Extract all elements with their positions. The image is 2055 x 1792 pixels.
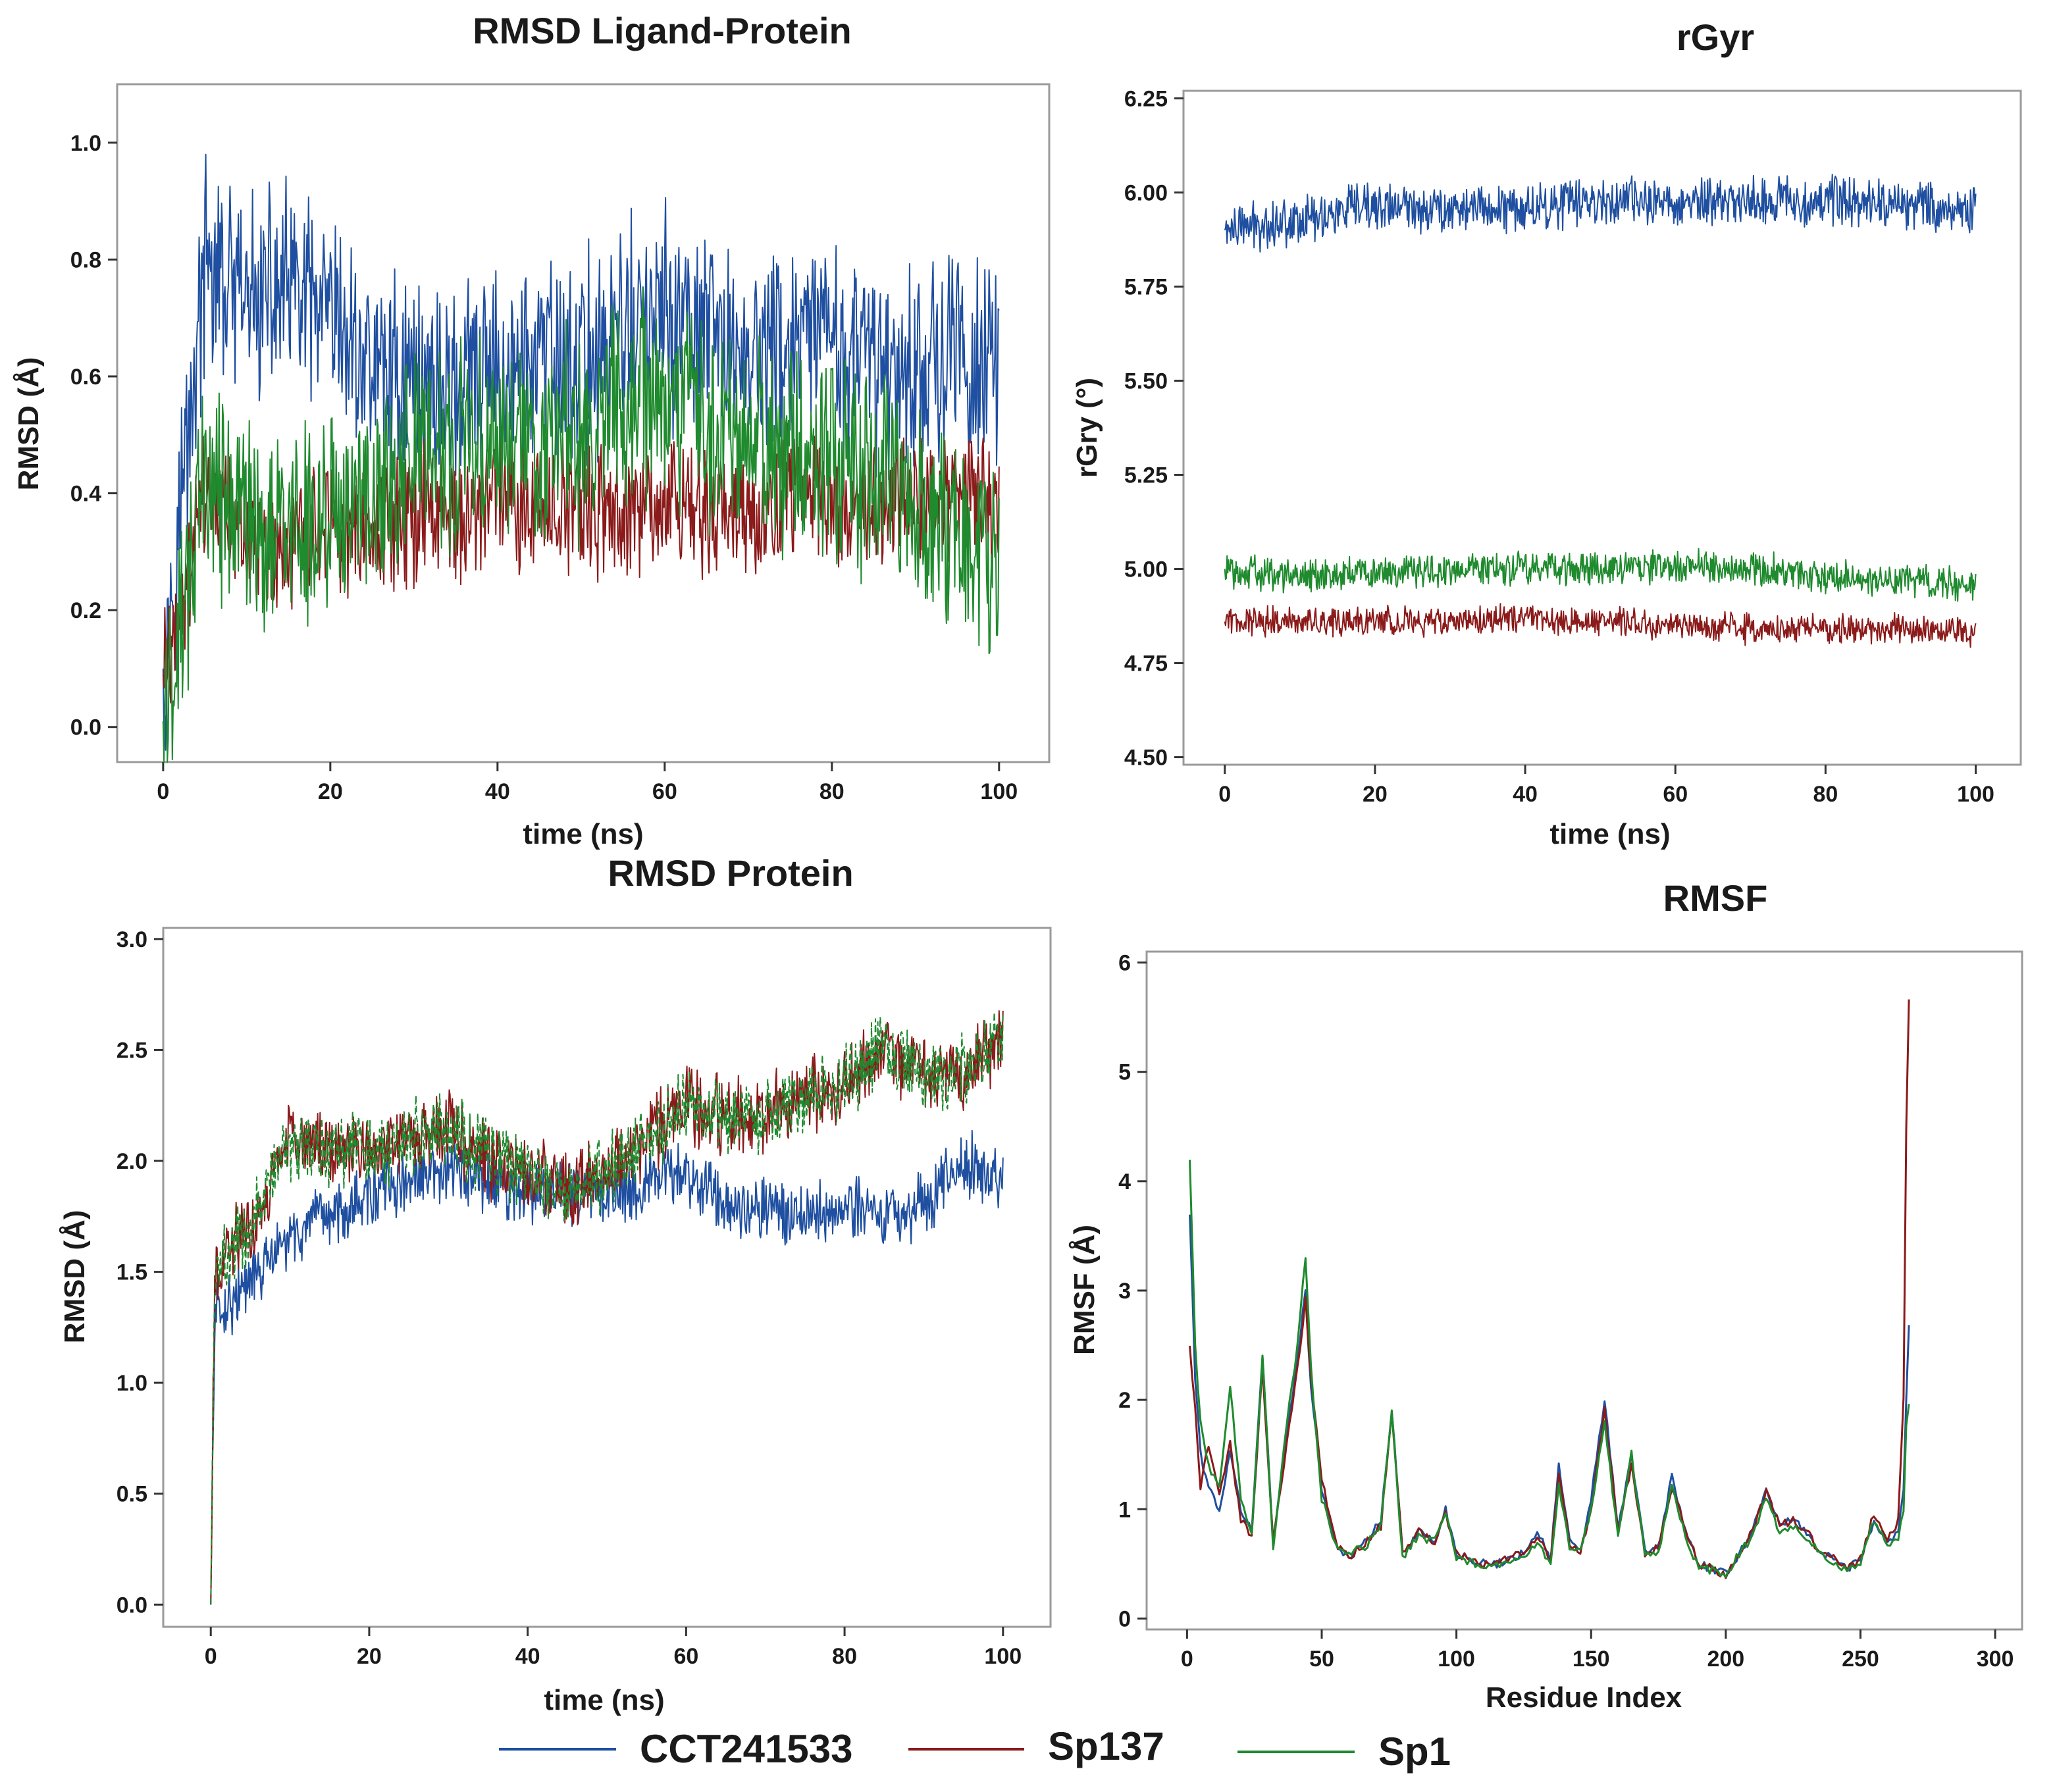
y-tick-label: 6.25 bbox=[1124, 86, 1168, 111]
y-tick-label: 5.75 bbox=[1124, 274, 1168, 299]
x-tick-label: 100 bbox=[980, 779, 1018, 804]
y-tick-label: 0.5 bbox=[117, 1482, 147, 1507]
y-tick-label: 2 bbox=[1118, 1388, 1131, 1413]
y-axis-label-rgyr: rGry (°) bbox=[1071, 378, 1103, 478]
y-tick-label: 0.6 bbox=[70, 365, 101, 390]
y-tick-label: 4 bbox=[1118, 1169, 1131, 1194]
x-tick-label: 40 bbox=[485, 779, 510, 804]
y-tick-label: 5.50 bbox=[1124, 369, 1168, 394]
x-tick-label: 100 bbox=[1438, 1647, 1475, 1672]
y-tick-label: 1 bbox=[1118, 1497, 1131, 1522]
legend-label-cct241533: CCT241533 bbox=[640, 1727, 853, 1771]
y-tick-label: 1.0 bbox=[70, 131, 101, 156]
series-line-rmsd-ligand-cct241533 bbox=[162, 153, 1000, 751]
y-tick-label: 1.0 bbox=[117, 1371, 147, 1396]
legend-label-sp1: Sp1 bbox=[1378, 1729, 1451, 1774]
y-axis-label-rmsf: RMSF (Å) bbox=[1068, 1225, 1101, 1355]
series-line-rgyr-cct241533 bbox=[1224, 174, 1977, 253]
x-tick-label: 20 bbox=[318, 779, 343, 804]
y-tick-label: 0.8 bbox=[70, 247, 101, 272]
x-tick-label: 300 bbox=[1977, 1647, 2014, 1672]
x-tick-label: 100 bbox=[984, 1644, 1022, 1669]
y-tick-label: 3 bbox=[1118, 1279, 1131, 1304]
x-tick-label: 20 bbox=[1363, 782, 1388, 807]
x-axis-label-rmsd-ligand: time (ns) bbox=[523, 818, 643, 850]
chart-title-rmsf: RMSF bbox=[1663, 877, 1768, 919]
x-tick-label: 200 bbox=[1707, 1647, 1744, 1672]
x-tick-label: 0 bbox=[205, 1644, 217, 1669]
series-line-rmsd-protein-sp1 bbox=[210, 1011, 1004, 1605]
x-tick-label: 0 bbox=[1218, 782, 1231, 807]
y-axis-label-rmsd-ligand: RMSD (Å) bbox=[13, 357, 45, 491]
legend: CCT241533 Sp137 Sp1 bbox=[499, 1724, 1451, 1774]
x-tick-label: 20 bbox=[357, 1644, 382, 1669]
y-tick-label: 5.00 bbox=[1124, 557, 1168, 582]
y-axis-label-rmsd-protein: RMSD (Å) bbox=[59, 1210, 91, 1344]
x-tick-label: 0 bbox=[157, 779, 169, 804]
x-tick-label: 0 bbox=[1181, 1647, 1193, 1672]
y-tick-label: 0.4 bbox=[70, 482, 101, 507]
x-tick-label: 40 bbox=[515, 1644, 540, 1669]
y-tick-label: 4.50 bbox=[1124, 746, 1168, 771]
x-tick-label: 60 bbox=[673, 1644, 698, 1669]
x-tick-label: 60 bbox=[1663, 782, 1688, 807]
x-tick-label: 100 bbox=[1957, 782, 1994, 807]
y-tick-label: 5.25 bbox=[1124, 463, 1168, 488]
y-tick-label: 0 bbox=[1118, 1606, 1131, 1631]
plot-frame-rgyr bbox=[1182, 90, 2022, 766]
x-tick-label: 80 bbox=[832, 1644, 857, 1669]
y-tick-label: 3.0 bbox=[117, 927, 147, 952]
y-tick-label: 2.5 bbox=[117, 1038, 147, 1063]
x-axis-label-rmsf: Residue Index bbox=[1486, 1681, 1682, 1714]
y-tick-label: 6.00 bbox=[1124, 180, 1168, 205]
y-tick-label: 0.0 bbox=[70, 715, 101, 740]
chart-title-rgyr: rGyr bbox=[1677, 16, 1754, 58]
chart-title-rmsd-ligand: RMSD Ligand-Protein bbox=[473, 10, 852, 51]
series-line-rmsd-protein-cct241533 bbox=[210, 1129, 1004, 1605]
series-line-rmsf-sp137 bbox=[1189, 999, 1910, 1579]
x-tick-label: 40 bbox=[1513, 782, 1538, 807]
plot-frame-rmsd-protein bbox=[162, 927, 1052, 1628]
x-tick-label: 250 bbox=[1842, 1647, 1879, 1672]
x-tick-label: 80 bbox=[1813, 782, 1838, 807]
y-tick-label: 2.0 bbox=[117, 1149, 147, 1174]
x-axis-label-rmsd-protein: time (ns) bbox=[544, 1684, 664, 1716]
series-line-rmsf-sp1 bbox=[1189, 1160, 1910, 1578]
series-layer bbox=[162, 153, 1977, 1605]
y-tick-label: 4.75 bbox=[1124, 652, 1168, 677]
y-tick-label: 5 bbox=[1118, 1060, 1131, 1085]
x-tick-label: 60 bbox=[652, 779, 677, 804]
series-line-rgyr-sp1 bbox=[1224, 548, 1977, 602]
y-tick-label: 1.5 bbox=[117, 1260, 147, 1285]
y-tick-label: 0.0 bbox=[117, 1593, 147, 1618]
x-tick-label: 80 bbox=[819, 779, 845, 804]
y-tick-label: 6 bbox=[1118, 951, 1131, 976]
series-line-rmsd-ligand-sp1 bbox=[162, 287, 1000, 763]
chart-title-rmsd-protein: RMSD Protein bbox=[608, 852, 853, 894]
legend-label-sp137: Sp137 bbox=[1048, 1724, 1164, 1768]
plot-frame-rmsd-ligand bbox=[116, 83, 1051, 763]
y-tick-label: 0.2 bbox=[70, 598, 101, 623]
series-line-rgyr-sp137 bbox=[1224, 603, 1977, 648]
x-tick-label: 50 bbox=[1309, 1647, 1334, 1672]
x-tick-label: 150 bbox=[1573, 1647, 1610, 1672]
x-axis-label-rgyr: time (ns) bbox=[1549, 818, 1670, 850]
